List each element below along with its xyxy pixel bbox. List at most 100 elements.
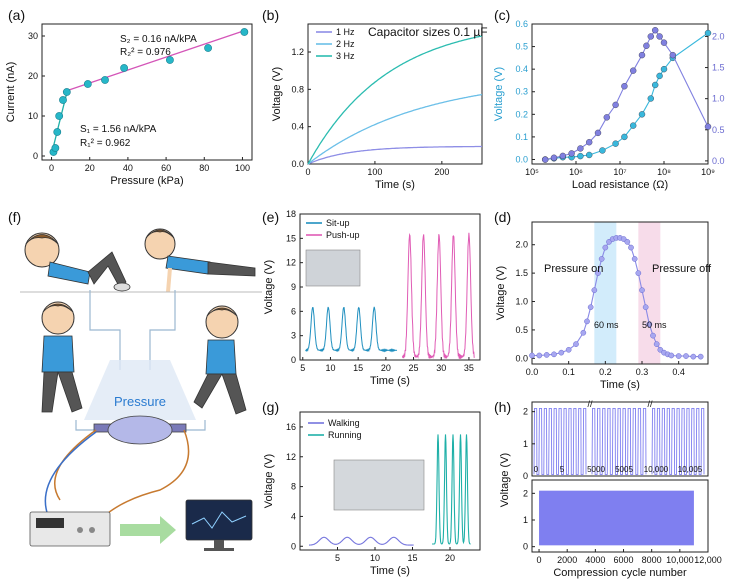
y-tick-label: 0.4 (291, 122, 304, 132)
y-tick-label: 12 (286, 452, 296, 462)
data-point (669, 51, 676, 59)
y-tick-label: 2 (523, 407, 528, 417)
data-point (166, 56, 174, 64)
x-tick-label: 35 (464, 363, 474, 373)
data-point (591, 287, 598, 294)
series-line (545, 32, 709, 161)
plot-frame (307, 23, 483, 165)
x-axis-label: Compression cycle number (553, 567, 687, 579)
y-tick-label-right: 1.0 (712, 94, 725, 104)
y-axis-label: Voltage (V) (263, 454, 275, 508)
data-point (638, 111, 646, 118)
y-tick-label: 0.1 (515, 132, 528, 142)
annotation-r2: R₂² = 0.976 (120, 47, 171, 58)
dense-signal-band (539, 490, 694, 546)
data-point (683, 353, 689, 359)
series-line (309, 536, 414, 546)
data-point (602, 244, 609, 251)
x-axis-label: Time (s) (600, 379, 640, 391)
x-tick-label: 100 (235, 163, 250, 173)
data-point (584, 318, 590, 325)
top-x-tick-label: 0 (534, 465, 539, 474)
data-point (675, 353, 682, 359)
data-point (240, 28, 249, 36)
figure-situp (20, 232, 140, 293)
plot-frame (41, 23, 253, 161)
x-tick-label: 10,000 (666, 555, 694, 565)
data-point (83, 80, 92, 88)
x-tick-label: 10 (370, 553, 380, 563)
x-tick-label: 40 (123, 163, 133, 173)
data-point (59, 96, 67, 104)
pressure-beam (84, 360, 196, 420)
data-point (628, 244, 634, 251)
y-tick-label: 6 (291, 306, 296, 316)
x-axis-label: Time (s) (370, 375, 410, 387)
y-tick-label: 0.5 (515, 42, 528, 52)
x-tick-label: 10⁵ (525, 167, 539, 177)
y-tick-label: 1.0 (515, 297, 528, 307)
panel-label-h: (h) (494, 399, 511, 415)
panel-label-e: (e) (262, 209, 279, 225)
series-line (591, 407, 647, 475)
series-line (432, 434, 471, 545)
data-point (647, 33, 654, 40)
x-tick-label: 10 (325, 363, 335, 373)
data-point (558, 349, 565, 356)
x-tick-label: 4000 (585, 555, 605, 565)
series-line (532, 237, 701, 358)
highlight-band (638, 222, 661, 364)
y-tick-label: 0 (523, 471, 528, 481)
y-tick-label: 12 (286, 258, 296, 268)
y-axis-label: Voltage (V) (493, 67, 505, 121)
data-point (639, 287, 645, 294)
data-point (577, 145, 584, 152)
legend-label: Walking (328, 418, 360, 428)
data-point (656, 72, 663, 80)
chart-c: 10⁵ 10⁶ 10⁷ 10⁸ 10⁹0.00.10.20.30.40.50.60.00… (493, 19, 725, 191)
data-point (568, 150, 575, 157)
x-tick-label: 0.2 (599, 367, 612, 377)
y-tick-label: 8 (291, 482, 296, 492)
figure-pushup (140, 228, 262, 293)
y-tick-label: 0 (291, 355, 296, 365)
y-axis-label: Voltage (V) (499, 453, 511, 507)
y-tick-label: 0.3 (515, 87, 528, 97)
x-tick-label: 2000 (557, 555, 577, 565)
x-tick-label: 0 (305, 167, 310, 177)
data-point (643, 42, 650, 49)
x-tick-label: 80 (199, 163, 209, 173)
y-tick-label: 30 (28, 31, 38, 41)
data-point (652, 27, 659, 34)
y-tick-label: 15 (286, 233, 296, 243)
annotation-r1: R₁² = 0.962 (80, 138, 131, 149)
y-tick-label: 0 (33, 151, 38, 161)
axis-break: // (587, 399, 593, 409)
x-tick-label: 0 (49, 163, 54, 173)
plot-frame (531, 401, 709, 477)
y-axis-label: Voltage (V) (271, 67, 283, 121)
chart-a: 0 20 40 60 80 100 0 10 20 30 Pressure (kPa) Current… (5, 23, 253, 187)
arrow-icon (120, 516, 176, 544)
x-tick-label: 15 (353, 363, 363, 373)
data-point (598, 256, 605, 262)
chart-h: // // 0 5 5000 5005 10,000 10,005 0 1 2 0 1 2 0 2000 400… (499, 399, 722, 579)
data-point (559, 152, 566, 160)
data-point (647, 95, 654, 102)
figure-walking (41, 301, 83, 413)
y-tick-label: 3 (291, 331, 296, 341)
electrometer-icon (29, 511, 111, 547)
y-tick-label: 1.2 (291, 47, 304, 57)
x-tick-label: 25 (409, 363, 419, 373)
y-tick-label: 2.0 (515, 240, 528, 250)
inset-photo (305, 249, 361, 287)
data-point (573, 341, 579, 347)
y-tick-label-right: 0.5 (712, 125, 725, 135)
data-point (650, 332, 656, 339)
wire-connectors (75, 290, 206, 431)
data-point (580, 329, 587, 336)
x-tick-label: 5 (300, 363, 305, 373)
panel-label-d: (d) (494, 209, 511, 225)
axis-break: // (647, 399, 653, 409)
annotation-s2: S₂ = 0.16 nA/kPA (120, 34, 197, 45)
